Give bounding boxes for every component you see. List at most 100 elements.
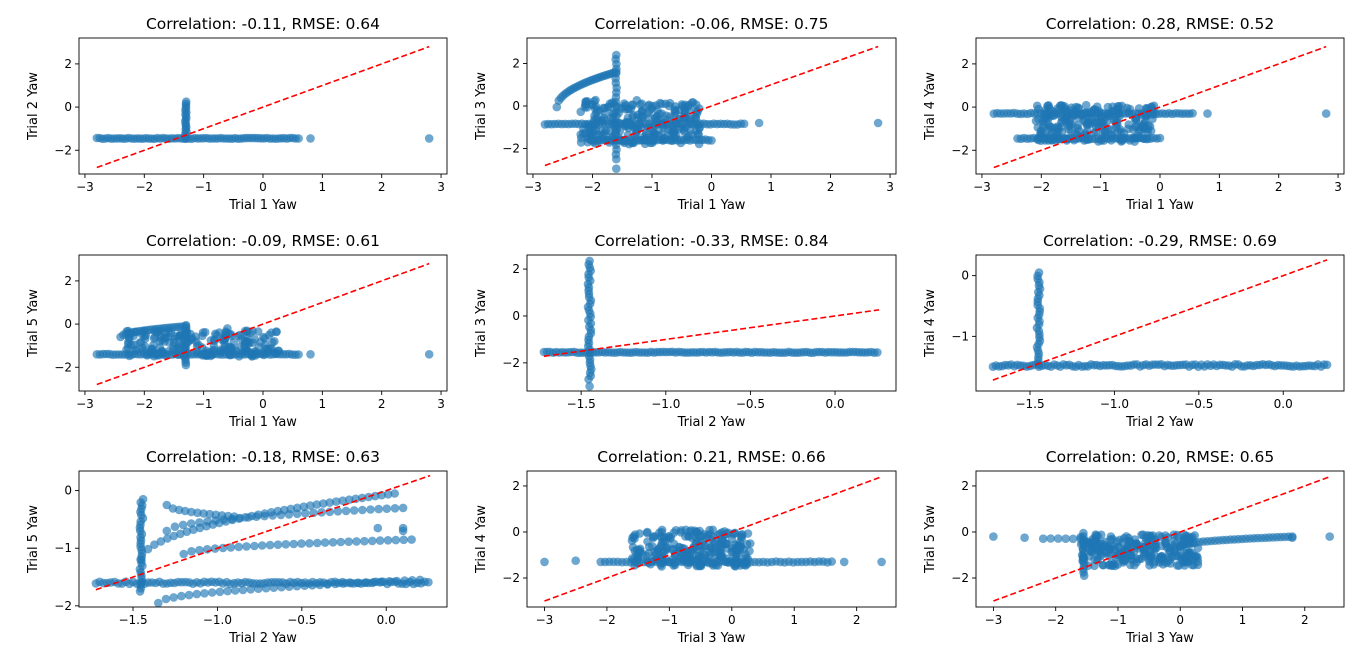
scatter-point	[398, 523, 408, 533]
scatter-point	[695, 123, 704, 132]
scatter-point	[1113, 127, 1123, 137]
x-axis-label: Trial 1 Yaw	[1125, 198, 1194, 213]
scatter-point	[227, 344, 236, 354]
scatter-point	[1321, 109, 1331, 118]
scatter-point	[658, 548, 667, 557]
plot-frame	[975, 470, 1345, 608]
scatter-point	[246, 585, 255, 594]
scatter-point	[306, 134, 315, 143]
scatter-point	[300, 581, 309, 590]
scatter-point	[156, 332, 165, 342]
y-axis-label: Trial 5 Yaw	[923, 505, 938, 574]
reference-line	[993, 45, 1327, 169]
scatter-point	[346, 578, 356, 588]
scatter-point	[254, 584, 263, 593]
scatter-point	[181, 97, 191, 106]
scatter-point	[162, 526, 172, 536]
scatter-point	[177, 591, 186, 601]
scatter-point	[200, 589, 209, 598]
y-axis-label: Trial 2 Yaw	[26, 72, 41, 141]
scatter-point	[1159, 557, 1169, 566]
x-tick-label: 0	[728, 613, 736, 627]
scatter-point	[375, 536, 385, 545]
y-tick-label: −2	[54, 143, 72, 157]
panel-7-points	[91, 489, 433, 607]
scatter-point	[1134, 104, 1144, 113]
scatter-point	[1148, 531, 1158, 540]
scatter-point	[1322, 360, 1332, 370]
scatter-point	[1146, 552, 1155, 562]
y-tick-label: −2	[951, 143, 969, 157]
scatter-point	[711, 560, 721, 570]
scatter-point	[156, 537, 166, 546]
scatter-point	[272, 349, 281, 358]
panel-2-points	[540, 50, 883, 173]
scatter-point	[628, 138, 637, 147]
scatter-point	[1068, 111, 1077, 121]
scatter-point	[344, 537, 354, 546]
scatter-point	[272, 327, 281, 336]
scatter-point	[1288, 533, 1297, 542]
scatter-point	[585, 256, 594, 266]
scatter-point	[687, 98, 697, 107]
plot-frame	[78, 470, 448, 608]
scatter-point	[391, 535, 401, 545]
scatter-point	[657, 538, 667, 548]
scatter-point	[540, 557, 549, 567]
x-tick-label: 0	[708, 180, 716, 194]
scatter-point	[150, 540, 159, 549]
x-axis-label: Trial 1 Yaw	[228, 198, 297, 213]
x-tick-label: 2	[827, 180, 835, 194]
scatter-point	[1061, 134, 1071, 144]
scatter-point	[652, 105, 662, 115]
scatter-point	[1053, 123, 1063, 133]
x-tick-label: −1.0	[651, 397, 680, 411]
scatter-point	[729, 559, 739, 568]
scatter-point	[179, 549, 188, 559]
y-tick-label: 2	[961, 479, 969, 493]
scatter-point	[1051, 135, 1060, 145]
scatter-point	[244, 513, 253, 522]
scatter-point	[1137, 554, 1146, 563]
scatter-point	[357, 493, 367, 503]
scatter-point	[632, 96, 642, 105]
scatter-point	[361, 578, 371, 587]
scatter-point	[1143, 127, 1152, 137]
x-axis-label: Trial 2 Yaw	[228, 631, 297, 646]
scatter-point	[301, 509, 310, 518]
scatter-point	[713, 539, 722, 549]
panel-3: −3 −2 −1 0 1 2 3 −2 0 2 Correlation: 0.28, RMSE: 0…	[923, 15, 1345, 213]
scatter-point	[338, 579, 348, 588]
scatter-point	[664, 101, 674, 111]
scatter-point	[1203, 109, 1212, 118]
plot-frame	[526, 470, 897, 608]
scatter-point	[319, 499, 328, 508]
y-axis-label: Trial 5 Yaw	[26, 505, 41, 574]
scatter-point	[705, 525, 714, 535]
scatter-point	[739, 119, 749, 129]
scatter-point	[1038, 117, 1047, 126]
x-tick-label: 2	[378, 180, 386, 194]
scatter-point	[312, 500, 322, 509]
x-tick-label: −3	[536, 613, 554, 627]
scatter-point	[1079, 528, 1088, 538]
scatter-point	[1190, 531, 1199, 540]
scatter-point	[1031, 116, 1041, 126]
scatter-point	[1119, 556, 1129, 565]
scatter-point	[1136, 122, 1146, 132]
scatter-point	[399, 535, 409, 545]
x-tick-label: −3	[76, 180, 94, 194]
x-tick-label: 0.0	[1274, 397, 1293, 411]
scatter-point	[360, 536, 369, 546]
y-tick-label: 2	[512, 57, 520, 71]
x-tick-label: 2	[1275, 180, 1283, 194]
scatter-point	[305, 539, 314, 548]
scatter-point	[341, 506, 351, 516]
scatter-point	[684, 531, 693, 541]
y-tick-label: −2	[502, 356, 520, 370]
panel-4: −3 −2 −1 0 1 2 3 −2 0 2 Correlation: -0.09, RMSE: …	[26, 232, 448, 430]
scatter-point	[1133, 131, 1142, 141]
scatter-point	[150, 326, 160, 336]
scatter-point	[186, 519, 196, 528]
scatter-point	[591, 130, 601, 140]
